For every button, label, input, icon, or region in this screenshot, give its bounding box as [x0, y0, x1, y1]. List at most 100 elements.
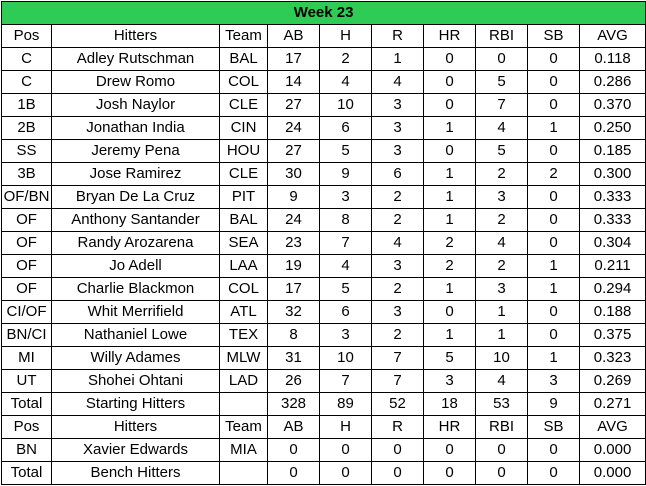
cell-avg: 0.250: [578, 116, 646, 140]
cell-r: R: [371, 415, 424, 439]
cell-r: 3: [371, 116, 424, 140]
cell-pos: UT: [1, 369, 52, 393]
cell-avg: 0.294: [578, 277, 646, 301]
cell-pos: BN/CI: [1, 323, 52, 347]
cell-r: 6: [371, 162, 424, 186]
cell-h: 0: [319, 461, 372, 485]
cell-pos: CI/OF: [1, 300, 52, 324]
cell-sb: SB: [527, 415, 580, 439]
table-row: C Adley Rutschman BAL 17 2 1 0 0 0 0.118: [1, 47, 646, 71]
cell-team: MIA: [219, 438, 268, 462]
cell-sb: 0: [527, 438, 580, 462]
cell-hr: 0: [423, 139, 476, 163]
cell-team: MLW: [219, 346, 268, 370]
cell-rbi: 0: [475, 47, 528, 71]
cell-rbi: RBI: [475, 24, 528, 48]
cell-hr: 0: [423, 93, 476, 117]
cell-team: CLE: [219, 93, 268, 117]
table-row: 1B Josh Naylor CLE 27 10 3 0 7 0 0.370: [1, 93, 646, 117]
cell-sb: 1: [527, 346, 580, 370]
cell-avg: 0.271: [578, 392, 646, 416]
cell-r: 1: [371, 47, 424, 71]
header-row: Pos Hitters Team AB H R HR RBI SB AVG: [1, 24, 646, 48]
cell-pos: 2B: [1, 116, 52, 140]
cell-sb: 2: [527, 162, 580, 186]
cell-h: H: [319, 24, 372, 48]
cell-hr: 1: [423, 208, 476, 232]
cell-hitter: Willy Adames: [51, 346, 220, 370]
cell-team: BAL: [219, 208, 268, 232]
cell-r: 52: [371, 392, 424, 416]
cell-hitter: Jo Adell: [51, 254, 220, 278]
cell-rbi: 7: [475, 93, 528, 117]
cell-ab: 9: [267, 185, 320, 209]
cell-hitter: Hitters: [51, 415, 220, 439]
cell-ab: 27: [267, 93, 320, 117]
cell-hr: 3: [423, 369, 476, 393]
cell-h: 4: [319, 70, 372, 94]
cell-ab: 24: [267, 116, 320, 140]
cell-avg: AVG: [578, 24, 646, 48]
table-row: OF Anthony Santander BAL 24 8 2 1 2 0 0.333: [1, 208, 646, 232]
cell-pos: OF: [1, 277, 52, 301]
cell-sb: SB: [527, 24, 580, 48]
cell-ab: 19: [267, 254, 320, 278]
table-row: OF/BN Bryan De La Cruz PIT 9 3 2 1 3 0 0.333: [1, 185, 646, 209]
cell-sb: 0: [527, 461, 580, 485]
cell-h: 89: [319, 392, 372, 416]
cell-pos: Total: [1, 461, 52, 485]
cell-rbi: 1: [475, 300, 528, 324]
cell-h: 8: [319, 208, 372, 232]
table-row: MI Willy Adames MLW 31 10 7 5 10 1 0.323: [1, 346, 646, 370]
cell-avg: 0.000: [578, 461, 646, 485]
cell-r: 2: [371, 277, 424, 301]
cell-rbi: 5: [475, 139, 528, 163]
cell-r: 3: [371, 139, 424, 163]
cell-avg: 0.188: [578, 300, 646, 324]
cell-sb: 0: [527, 47, 580, 71]
cell-hr: 1: [423, 162, 476, 186]
cell-r: 2: [371, 323, 424, 347]
cell-avg: 0.323: [578, 346, 646, 370]
cell-h: H: [319, 415, 372, 439]
cell-h: 4: [319, 254, 372, 278]
cell-avg: 0.375: [578, 323, 646, 347]
cell-r: 3: [371, 300, 424, 324]
cell-h: 5: [319, 139, 372, 163]
cell-hr: 0: [423, 47, 476, 71]
cell-team: COL: [219, 277, 268, 301]
table-row: OF Jo Adell LAA 19 4 3 2 2 1 0.211: [1, 254, 646, 278]
cell-team: BAL: [219, 47, 268, 71]
cell-rbi: 0: [475, 461, 528, 485]
cell-h: 10: [319, 93, 372, 117]
cell-hitter: Anthony Santander: [51, 208, 220, 232]
cell-avg: 0.118: [578, 47, 646, 71]
total-row: Total Bench Hitters 0 0 0 0 0 0 0.000: [1, 461, 646, 485]
cell-sb: 3: [527, 369, 580, 393]
cell-team: Team: [219, 24, 268, 48]
cell-hitter: Adley Rutschman: [51, 47, 220, 71]
cell-ab: 14: [267, 70, 320, 94]
cell-hitter: Charlie Blackmon: [51, 277, 220, 301]
cell-h: 3: [319, 185, 372, 209]
cell-hr: 18: [423, 392, 476, 416]
cell-pos: Pos: [1, 24, 52, 48]
cell-r: 2: [371, 208, 424, 232]
cell-pos: OF: [1, 208, 52, 232]
cell-hitter: Bryan De La Cruz: [51, 185, 220, 209]
cell-hr: 1: [423, 185, 476, 209]
table-row: C Drew Romo COL 14 4 4 0 5 0 0.286: [1, 70, 646, 94]
cell-ab: 32: [267, 300, 320, 324]
cell-r: 4: [371, 231, 424, 255]
cell-hitter: Whit Merrifield: [51, 300, 220, 324]
cell-team: LAA: [219, 254, 268, 278]
cell-h: 6: [319, 300, 372, 324]
cell-team: Team: [219, 415, 268, 439]
cell-team: CIN: [219, 116, 268, 140]
cell-hr: 0: [423, 461, 476, 485]
cell-ab: 17: [267, 277, 320, 301]
cell-hr: HR: [423, 24, 476, 48]
cell-ab: 31: [267, 346, 320, 370]
cell-ab: 0: [267, 461, 320, 485]
